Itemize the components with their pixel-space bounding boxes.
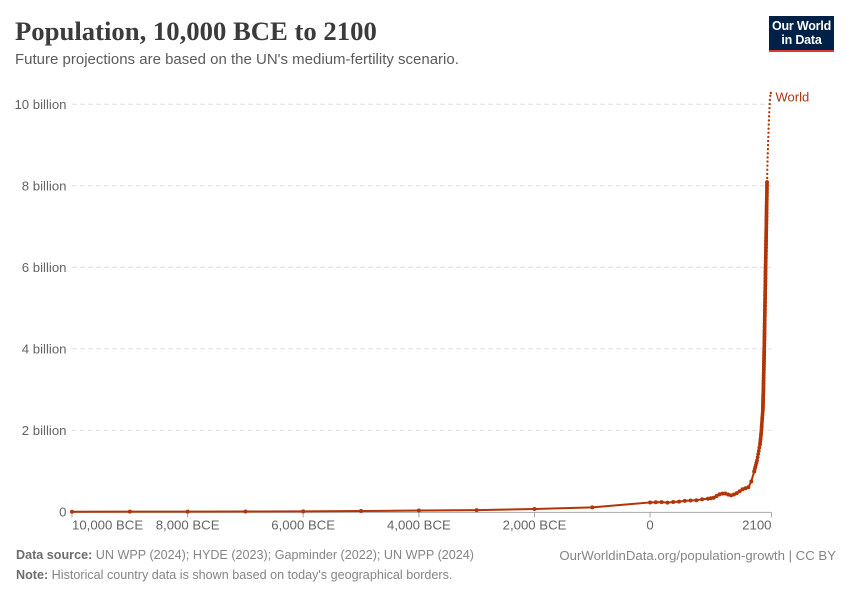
svg-text:6 billion: 6 billion (22, 260, 67, 275)
svg-text:8 billion: 8 billion (22, 178, 67, 193)
svg-text:2 billion: 2 billion (22, 423, 67, 438)
svg-text:4,000 BCE: 4,000 BCE (387, 518, 451, 533)
svg-text:6,000 BCE: 6,000 BCE (271, 518, 335, 533)
svg-text:10 billion: 10 billion (14, 97, 66, 112)
svg-text:0: 0 (646, 518, 653, 533)
svg-text:2100: 2100 (742, 518, 771, 533)
svg-text:8,000 BCE: 8,000 BCE (156, 518, 220, 533)
svg-text:World: World (776, 90, 810, 105)
svg-text:0: 0 (59, 505, 66, 520)
svg-text:4 billion: 4 billion (22, 342, 67, 357)
svg-text:10,000 BCE: 10,000 BCE (72, 518, 143, 533)
svg-text:2,000 BCE: 2,000 BCE (503, 518, 567, 533)
